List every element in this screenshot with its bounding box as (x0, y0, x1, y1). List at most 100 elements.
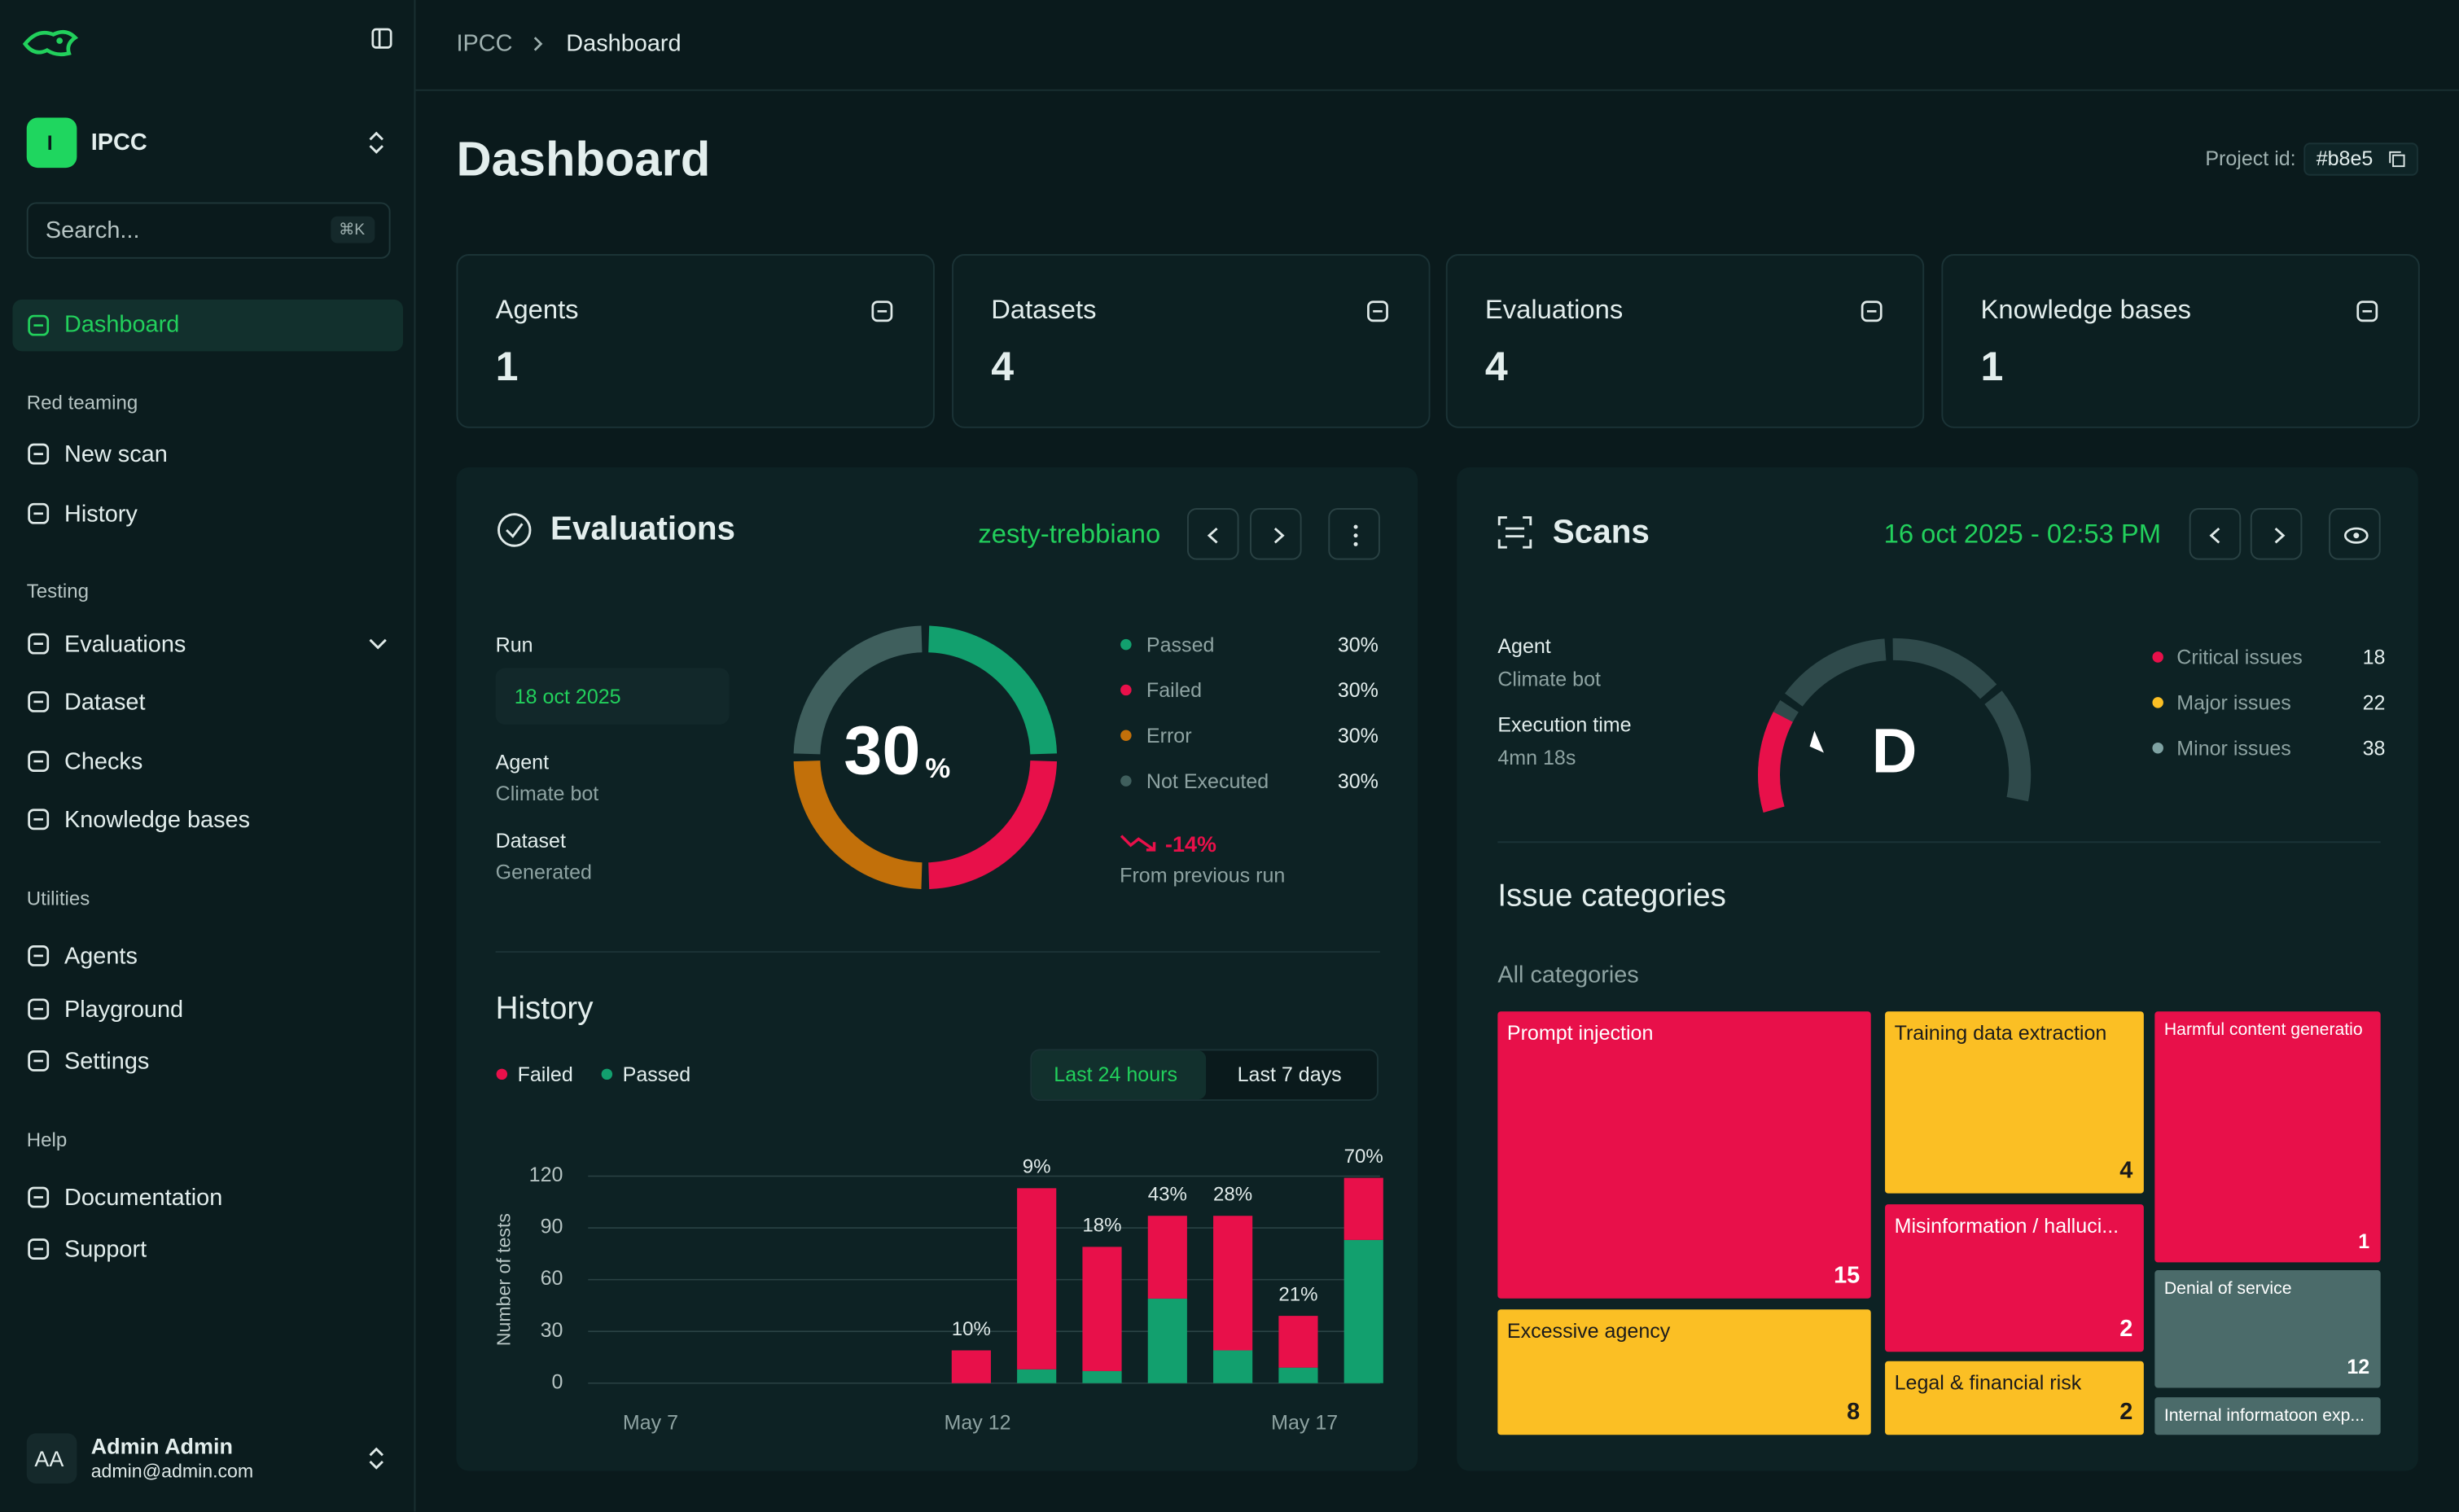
donut-segment (793, 760, 923, 889)
legend-dot (2152, 697, 2163, 708)
tile-value: 4 (2119, 1157, 2133, 1185)
nav-item[interactable]: Checks (64, 748, 143, 776)
nav-button[interactable] (2329, 508, 2381, 560)
stat-icon (1367, 300, 1388, 322)
nav-item[interactable]: Support (64, 1236, 147, 1264)
bar-segment (1343, 1239, 1383, 1383)
tile-label: Misinformation / halluci... (1894, 1213, 2119, 1238)
search-box[interactable] (26, 202, 391, 259)
nav-button[interactable] (1250, 508, 1302, 560)
range-option[interactable]: Last 7 days (1237, 1062, 1342, 1086)
eye (2343, 527, 2369, 544)
nav-item: Dashboard (64, 311, 180, 339)
chevron (1207, 527, 1218, 544)
legend-label: Passed (622, 1062, 691, 1086)
field-label: Agent (1497, 634, 1551, 658)
nav-button[interactable] (1328, 508, 1380, 560)
trend-icon (1120, 835, 1156, 852)
bar-segment (1017, 1369, 1057, 1383)
nav-item[interactable]: Evaluations (64, 631, 186, 658)
nav-icon (28, 1050, 50, 1072)
eye-pupil (2353, 532, 2360, 539)
legend-dot (601, 1068, 613, 1080)
legend-value: 30% (1337, 769, 1379, 793)
treemap-tile[interactable]: Denial of service 12 (2154, 1270, 2381, 1388)
treemap-tile[interactable]: Training data extraction 4 (1885, 1011, 2144, 1194)
tile-label: Denial of service (2163, 1279, 2292, 1299)
nav-item[interactable]: Documentation (64, 1185, 223, 1212)
breadcrumb-item: IPCC (456, 30, 513, 58)
nav-button[interactable] (1186, 508, 1239, 560)
project-name: IPCC (90, 129, 147, 156)
grade: D (1872, 717, 1918, 787)
evaluations-panel: 30% Number of tests 0 30 60 90 120 May 7 May 12 1… (456, 467, 1418, 1471)
copy-icon[interactable] (2388, 151, 2405, 168)
tile-label: Internal informatoon exp... (2163, 1406, 2365, 1426)
nav-item[interactable]: Agents (64, 943, 138, 971)
legend-label: Failed (1146, 677, 1203, 702)
tile-value: 2 (2119, 1398, 2133, 1426)
chevron-icon (1353, 524, 1358, 546)
nav-item[interactable]: History (64, 501, 138, 528)
nav-item[interactable]: Playground (64, 996, 184, 1023)
tile-value: 15 (1834, 1262, 1861, 1290)
tile-value: 1 (2358, 1229, 2370, 1253)
panel-icon (1497, 516, 1532, 549)
project-id-label: Project id: (2205, 147, 2296, 170)
dot (1353, 524, 1358, 529)
bar-segment (1278, 1367, 1318, 1383)
treemap-tile[interactable]: Legal & financial risk 2 (1885, 1361, 2144, 1435)
nav-icon-shape (28, 314, 50, 336)
panel-icon (506, 523, 524, 538)
user-email: admin@admin.com (90, 1460, 254, 1483)
stat-icon-shape (1367, 300, 1388, 322)
copy-shape (2392, 154, 2405, 168)
nav-icon (28, 314, 50, 336)
separator-shape (533, 37, 543, 51)
scans-panel: D Scans 16 oct 2025 - 02:53 PM Agent Climate… (1457, 467, 2418, 1471)
user-avatar (26, 1433, 77, 1484)
legend-dot (1120, 684, 1132, 696)
nav-icon-shape (28, 633, 50, 655)
legend-dot (2152, 742, 2163, 754)
project-id: #b8e5 (2316, 147, 2374, 170)
bar-annotation: 9% (1023, 1156, 1051, 1178)
header-divider (415, 89, 2459, 91)
legend-dot (1120, 730, 1132, 742)
nav-button[interactable] (2189, 508, 2242, 560)
legend-label: Major issues (2176, 690, 2291, 715)
logo (22, 29, 79, 57)
scan-date: 16 oct 2025 - 02:53 PM (1883, 519, 2162, 550)
treemap-tile[interactable]: Internal informatoon exp... (2154, 1397, 2381, 1435)
nav-icon (28, 944, 50, 966)
switch-icon[interactable] (369, 131, 384, 154)
change-note: From previous run (1120, 863, 1286, 887)
run-select[interactable] (495, 668, 730, 725)
nav-icon (28, 751, 50, 772)
active-nav-item[interactable] (12, 299, 403, 352)
treemap-tile[interactable]: Prompt injection 15 (1497, 1011, 1871, 1299)
nav-item[interactable]: Dataset (64, 689, 146, 717)
stat-icon-shape (871, 300, 893, 322)
stat-label: Agents (495, 295, 579, 325)
nav-item[interactable]: Settings (64, 1048, 150, 1076)
nav-item[interactable]: Knowledge bases (64, 806, 251, 834)
legend-dot (1120, 638, 1132, 651)
stat-value: 1 (495, 342, 519, 390)
treemap-tile[interactable]: Harmful content generatio 1 (2154, 1011, 2381, 1263)
nav-item[interactable]: New scan (64, 441, 168, 468)
switch-icon[interactable] (369, 1447, 384, 1470)
collapse-icon[interactable] (371, 28, 392, 49)
nav-icon (28, 690, 50, 712)
bar-segment (951, 1350, 991, 1383)
stat-icon (2356, 300, 2378, 322)
range-option-active[interactable] (1032, 1050, 1207, 1100)
treemap-tile[interactable]: Misinformation / halluci... 2 (1885, 1204, 2144, 1352)
stat-value: 4 (1484, 342, 1508, 390)
treemap-tile[interactable]: Excessive agency 8 (1497, 1309, 1871, 1435)
section-title: History (495, 992, 594, 1027)
x-tick-label: May 12 (945, 1411, 1011, 1434)
y-tick-label: 60 (541, 1267, 563, 1290)
nav-button[interactable] (2250, 508, 2303, 560)
y-tick-label: 120 (529, 1164, 563, 1186)
